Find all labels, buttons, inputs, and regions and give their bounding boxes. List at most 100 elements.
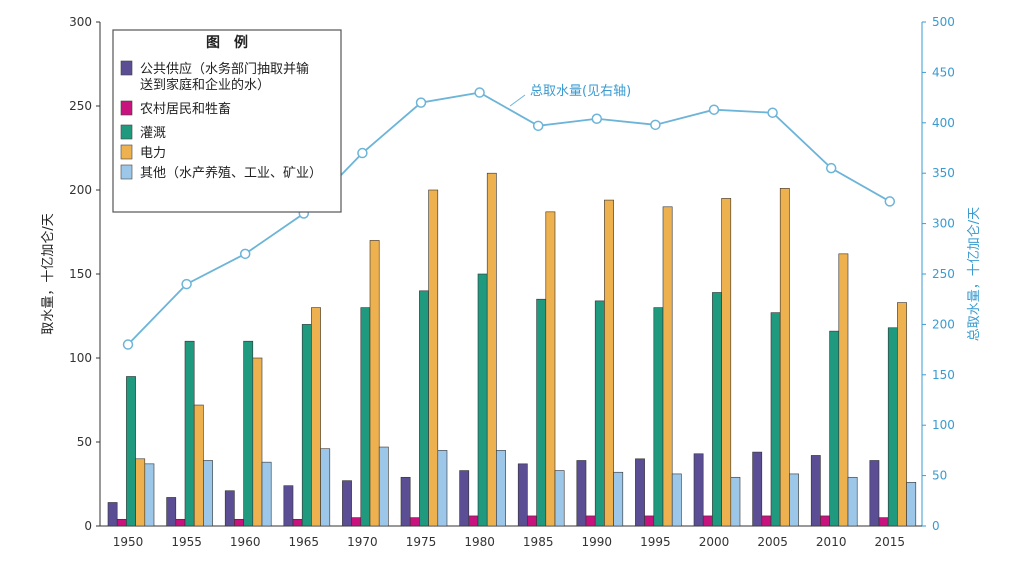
legend-label-0: 送到家庭和企业的水） <box>140 77 270 93</box>
right-axis-label: 总取水量，十亿加仑/天 <box>967 207 982 341</box>
bar-3-2015 <box>897 302 907 527</box>
left-tick-label: 300 <box>69 15 92 29</box>
right-tick-label: 300 <box>932 217 955 231</box>
total-point-1960 <box>239 248 251 260</box>
right-tick-label: 350 <box>932 166 955 180</box>
bar-2-1955 <box>184 340 195 527</box>
total-point-1985 <box>532 120 544 132</box>
total-point-2015 <box>884 196 896 207</box>
legend-label-2: 灌溉 <box>140 126 166 141</box>
left-tick-label: 100 <box>69 351 92 365</box>
bar-2-2005 <box>770 312 781 527</box>
total-point-1955 <box>181 278 192 290</box>
total-point-1970 <box>357 147 368 159</box>
total-point-1975 <box>415 97 427 108</box>
bar-4-1955 <box>203 460 213 527</box>
bar-4-1975 <box>437 450 448 527</box>
left-tick-label: 150 <box>69 267 92 281</box>
bar-3-1960 <box>252 357 263 527</box>
bar-0-1995 <box>635 458 645 527</box>
bar-0-2015 <box>869 460 880 527</box>
bar-2-1985 <box>536 298 547 527</box>
bar-2-2000 <box>712 292 722 527</box>
bar-2-2015 <box>887 327 898 527</box>
line-annotation-leader <box>509 94 526 107</box>
x-tick-label: 1985 <box>523 535 554 549</box>
bar-3-1955 <box>193 404 204 527</box>
bar-4-2015 <box>906 482 917 527</box>
legend-swatch-2 <box>120 124 133 140</box>
bar-2-1975 <box>419 290 429 527</box>
x-tick-label: 2010 <box>816 535 847 549</box>
x-tick-label: 1955 <box>171 535 202 549</box>
right-tick-label: 150 <box>932 368 955 382</box>
bar-1-1950 <box>116 518 127 527</box>
left-tick-label: 0 <box>84 519 92 533</box>
total-point-1990 <box>591 113 603 125</box>
bar-3-1990 <box>604 199 614 527</box>
bar-2-1950 <box>126 376 136 527</box>
bar-0-1955 <box>166 497 177 527</box>
bar-2-1980 <box>477 273 488 527</box>
total-point-2010 <box>825 162 837 174</box>
bar-2-1995 <box>653 307 664 527</box>
bar-3-1975 <box>428 189 439 527</box>
x-tick-label: 2015 <box>875 535 906 549</box>
total-point-1995 <box>650 119 661 131</box>
bar-3-1965 <box>311 307 321 527</box>
bar-4-1990 <box>613 471 624 527</box>
legend-swatch-0 <box>120 60 133 76</box>
bar-4-1960 <box>261 461 272 527</box>
bar-3-2005 <box>779 188 790 527</box>
bar-1-2000 <box>702 515 713 527</box>
bar-0-1990 <box>576 460 587 527</box>
total-point-1950 <box>122 339 134 350</box>
bar-0-1950 <box>107 502 118 527</box>
total-point-2005 <box>767 107 778 118</box>
x-tick-label: 1995 <box>640 535 671 549</box>
bar-1-1985 <box>527 515 537 527</box>
bar-1-1990 <box>585 515 596 527</box>
legend-title: 图 例 <box>206 34 248 51</box>
bar-1-1975 <box>409 517 420 527</box>
right-tick-label: 0 <box>932 519 940 533</box>
bar-4-1995 <box>671 473 682 527</box>
line-annotation: 总取水量(见右轴) <box>530 84 631 99</box>
legend-label-4: 其他（水产养殖、工业、矿业） <box>140 165 322 181</box>
bar-1-2005 <box>761 515 772 527</box>
bar-0-2005 <box>752 451 763 527</box>
x-tick-label: 1990 <box>582 535 613 549</box>
bar-1-1995 <box>644 515 655 527</box>
total-withdrawal-line <box>127 91 891 346</box>
bar-1-1955 <box>175 518 186 527</box>
x-tick-label: 1975 <box>406 535 437 549</box>
bar-2-2010 <box>829 330 840 527</box>
bar-0-1975 <box>400 476 411 527</box>
left-axis-label: 取水量，十亿加仑/天 <box>41 213 56 334</box>
bar-3-2000 <box>721 198 732 527</box>
bar-4-1970 <box>378 446 389 527</box>
legend-label-3: 电力 <box>140 146 166 161</box>
total-point-1980 <box>474 87 485 98</box>
right-tick-label: 400 <box>932 116 955 130</box>
bar-0-2010 <box>810 455 821 527</box>
x-tick-label: 1965 <box>289 535 320 549</box>
bar-1-1965 <box>292 518 303 527</box>
right-tick-label: 50 <box>932 469 947 483</box>
bar-1-1980 <box>468 515 479 527</box>
bar-1-1960 <box>234 518 244 527</box>
right-tick-label: 450 <box>932 65 955 79</box>
x-tick-label: 1960 <box>230 535 261 549</box>
legend-swatch-1 <box>120 100 133 116</box>
bar-1-1970 <box>351 517 362 527</box>
bar-0-1965 <box>283 485 294 527</box>
bar-2-1990 <box>594 300 605 527</box>
left-tick-label: 50 <box>77 435 92 449</box>
x-tick-label: 1950 <box>113 535 144 549</box>
bar-2-1960 <box>243 340 254 527</box>
bar-4-2010 <box>847 476 858 527</box>
bar-0-2000 <box>693 453 704 527</box>
legend-box <box>112 29 342 213</box>
bar-3-1985 <box>545 211 556 527</box>
